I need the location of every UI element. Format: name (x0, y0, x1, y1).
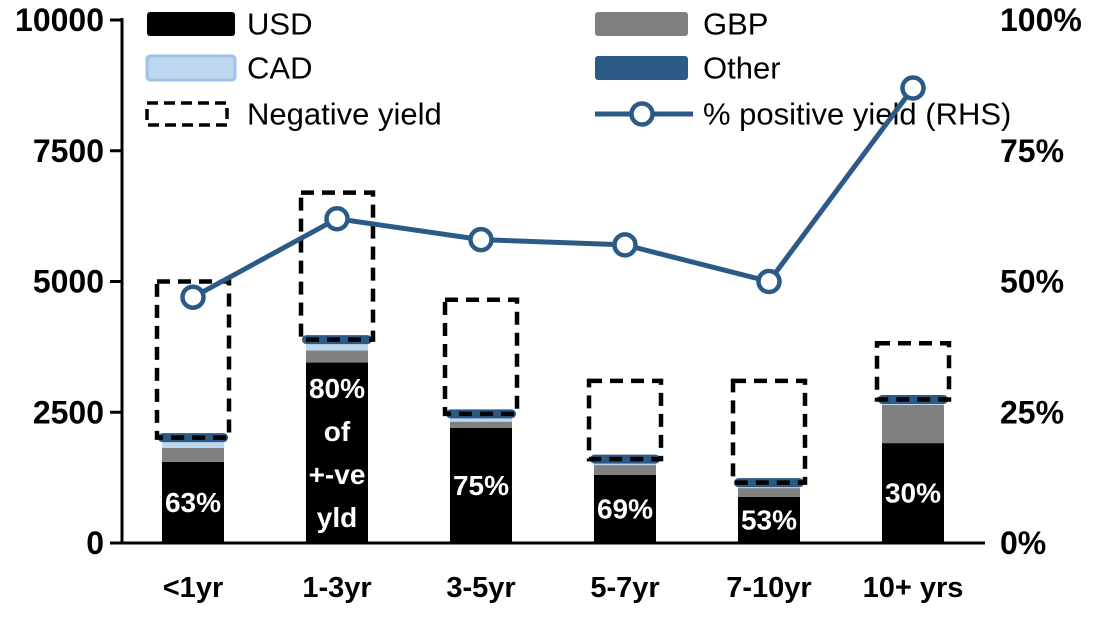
legend-label: Other (703, 51, 781, 86)
bar-label: of (324, 416, 351, 447)
bar-7-10yr (730, 378, 808, 543)
negative-yield-box (154, 279, 232, 440)
positive-yield-marker-3-5yr (468, 226, 494, 253)
right-tick-label: 0% (1000, 525, 1046, 561)
bar-label: 80% (309, 373, 365, 404)
bar-1-3yr (298, 190, 376, 543)
bar-label: 30% (885, 478, 941, 509)
positive-yield-marker-10+ yrs (900, 75, 926, 101)
legend-swatch-box (147, 12, 235, 36)
legend-item-negative-yield: Negative yield (145, 97, 442, 132)
bar-10+ yrs (874, 340, 952, 543)
right-tick-label: 100% (1000, 2, 1082, 38)
legend-swatch-dashed-box (145, 101, 229, 127)
bar-label: 75% (453, 470, 509, 501)
legend-label: CAD (247, 51, 312, 86)
legend-swatch-box (595, 12, 688, 36)
bar-segment-CAD (306, 343, 368, 351)
positive-yield-marker-<1yr (180, 284, 206, 310)
positive-yield-marker-5-7yr (612, 232, 638, 258)
legend-item--positive-yield-rhs-: % positive yield (RHS) (595, 97, 1011, 132)
legend-swatch-box (145, 54, 237, 82)
legend-item-cad: CAD (145, 51, 312, 86)
left-tick-label: 5000 (33, 264, 104, 300)
negative-yield-box (586, 378, 664, 462)
bar-segment-Other (878, 394, 948, 404)
bar-label: +-ve (309, 459, 366, 490)
bar-segment-GBP (882, 404, 944, 444)
legend-label: Negative yield (247, 97, 442, 132)
x-category-label: 5-7yr (590, 572, 659, 604)
positive-yield-marker-1-3yr (324, 205, 350, 232)
bar-segment-USD (450, 427, 512, 543)
legend-item-other: Other (595, 51, 781, 86)
left-tick-label: 2500 (33, 394, 104, 430)
bar-segment-CAD (450, 416, 512, 422)
x-category-label: 10+ yrs (863, 572, 964, 604)
left-tick-label: 0 (86, 525, 104, 561)
bar-segment-USD (882, 443, 944, 543)
x-category-label: <1yr (163, 572, 223, 604)
negative-yield-box (730, 378, 808, 485)
bar-3-5yr (442, 297, 520, 543)
legend-label: GBP (703, 7, 768, 42)
left-tick-label: 10000 (15, 2, 104, 38)
bar-<1yr (154, 279, 232, 543)
positive-yield-line (191, 86, 916, 300)
bar-label: 69% (597, 494, 653, 525)
bar-label: 63% (165, 487, 221, 518)
legend-swatch-marker-icon (629, 101, 655, 127)
bar-segment-GBP (738, 488, 800, 497)
bar-segment-USD (594, 475, 656, 543)
bar-segment-USD (738, 496, 800, 543)
right-tick-label: 75% (1000, 133, 1064, 169)
left-tick-label: 7500 (33, 133, 104, 169)
legend-swatch-box (595, 56, 688, 80)
legend-label: % positive yield (RHS) (703, 97, 1011, 132)
legend-label: USD (247, 7, 312, 42)
bar-segment-USD (162, 461, 224, 543)
x-category-label: 7-10yr (726, 572, 811, 604)
right-tick-label: 50% (1000, 264, 1064, 300)
x-category-label: 3-5yr (446, 572, 515, 604)
bar-segment-GBP (450, 421, 512, 428)
positive-yield-marker-7-10yr (756, 268, 782, 295)
bar-segment-CAD (594, 462, 656, 466)
bar-segment-CAD (162, 439, 224, 448)
bar-segment-GBP (162, 447, 224, 462)
negative-yield-box (298, 190, 376, 342)
bar-5-7yr (586, 378, 664, 543)
negative-yield-box (442, 297, 520, 417)
right-tick-label: 25% (1000, 394, 1064, 430)
legend-item-gbp: GBP (595, 7, 768, 42)
bar-label: 53% (741, 504, 797, 535)
bar-label: yld (317, 502, 357, 533)
bar-segment-GBP (594, 465, 656, 476)
bar-segment-USD (306, 362, 368, 543)
x-category-label: 1-3yr (302, 572, 371, 604)
bar-segment-GBP (306, 350, 368, 363)
negative-yield-box (874, 340, 952, 402)
legend-item-usd: USD (147, 7, 312, 42)
